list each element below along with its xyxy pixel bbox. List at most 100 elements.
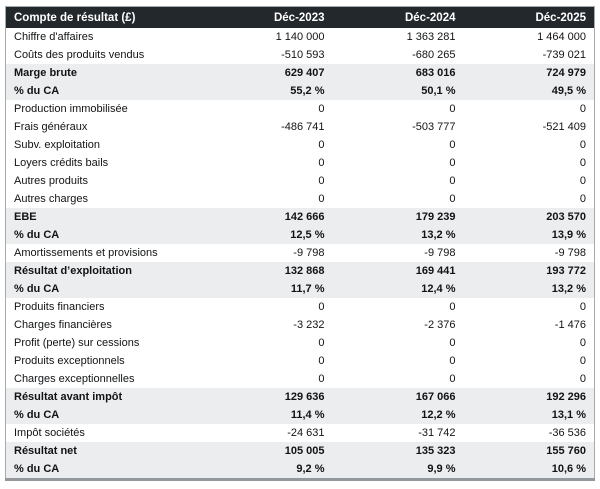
row-label: % du CA [5, 460, 202, 480]
table-title: Compte de résultat (£) [5, 6, 202, 28]
column-header-dec-2025: Déc-2025 [463, 6, 595, 28]
table-row: Subv. exploitation 0 0 0 [5, 136, 595, 154]
header-row: Compte de résultat (£) Déc-2023 Déc-2024… [5, 6, 595, 28]
cell-value: 1 464 000 [463, 28, 595, 46]
row-label: % du CA [5, 406, 202, 424]
cell-value: -503 777 [332, 118, 464, 136]
cell-value: 142 666 [201, 208, 333, 226]
row-label: Résultat net [5, 442, 202, 460]
row-label: Produits financiers [5, 298, 202, 316]
cell-value: 12,2 % [332, 406, 464, 424]
cell-value: 11,7 % [201, 280, 333, 298]
cell-value: 0 [463, 190, 595, 208]
cell-value: 13,2 % [332, 226, 464, 244]
cell-value: -9 798 [463, 244, 595, 262]
row-label: Chiffre d'affaires [5, 28, 202, 46]
cell-value: 129 636 [201, 388, 333, 406]
table-row: Autres produits 0 0 0 [5, 172, 595, 190]
cell-value: -739 021 [463, 46, 595, 64]
cell-value: 169 441 [332, 262, 464, 280]
cell-value: -2 376 [332, 316, 464, 334]
row-label: % du CA [5, 280, 202, 298]
row-label: Produits exceptionnels [5, 352, 202, 370]
cell-value: 155 760 [463, 442, 595, 460]
cell-value: 0 [332, 154, 464, 172]
table-row: Charges exceptionnelles 0 0 0 [5, 370, 595, 388]
cell-value: -510 593 [201, 46, 333, 64]
cell-value: -1 476 [463, 316, 595, 334]
cell-value: 629 407 [201, 64, 333, 82]
cell-value: 0 [332, 172, 464, 190]
cell-value: -31 742 [332, 424, 464, 442]
cell-value: 50,1 % [332, 82, 464, 100]
cell-value: 0 [463, 154, 595, 172]
table-row: Produits financiers 0 0 0 [5, 298, 595, 316]
table-row: Marge brute 629 407 683 016 724 979 [5, 64, 595, 82]
cell-value: 0 [201, 100, 333, 118]
cell-value: 193 772 [463, 262, 595, 280]
cell-value: 1 140 000 [201, 28, 333, 46]
row-label: Coûts des produits vendus [5, 46, 202, 64]
row-label: % du CA [5, 226, 202, 244]
table-row: Charges financières -3 232 -2 376 -1 476 [5, 316, 595, 334]
row-label: Marge brute [5, 64, 202, 82]
row-label: Production immobilisée [5, 100, 202, 118]
cell-value: 13,2 % [463, 280, 595, 298]
cell-value: 0 [463, 352, 595, 370]
cell-value: -680 265 [332, 46, 464, 64]
row-label: Autres charges [5, 190, 202, 208]
column-header-dec-2023: Déc-2023 [201, 6, 333, 28]
cell-value: 724 979 [463, 64, 595, 82]
row-label: Loyers crédits bails [5, 154, 202, 172]
row-label: EBE [5, 208, 202, 226]
row-label: Profit (perte) sur cessions [5, 334, 202, 352]
cell-value: -9 798 [332, 244, 464, 262]
table-row: Production immobilisée 0 0 0 [5, 100, 595, 118]
table-row: Résultat avant impôt 129 636 167 066 192… [5, 388, 595, 406]
cell-value: 132 868 [201, 262, 333, 280]
row-label: Charges financières [5, 316, 202, 334]
cell-value: 55,2 % [201, 82, 333, 100]
cell-value: 0 [332, 352, 464, 370]
cell-value: 0 [332, 370, 464, 388]
table-row: Loyers crédits bails 0 0 0 [5, 154, 595, 172]
cell-value: 10,6 % [463, 460, 595, 480]
cell-value: 0 [201, 352, 333, 370]
cell-value: 135 323 [332, 442, 464, 460]
table-row: Autres charges 0 0 0 [5, 190, 595, 208]
cell-value: -3 232 [201, 316, 333, 334]
cell-value: 683 016 [332, 64, 464, 82]
table-row: Coûts des produits vendus -510 593 -680 … [5, 46, 595, 64]
cell-value: 105 005 [201, 442, 333, 460]
cell-value: 203 570 [463, 208, 595, 226]
cell-value: -486 741 [201, 118, 333, 136]
row-label: Charges exceptionnelles [5, 370, 202, 388]
row-label: % du CA [5, 82, 202, 100]
table-row: Chiffre d'affaires 1 140 000 1 363 281 1… [5, 28, 595, 46]
cell-value: 0 [201, 154, 333, 172]
cell-value: 0 [332, 136, 464, 154]
cell-value: 0 [332, 100, 464, 118]
cell-value: 0 [201, 190, 333, 208]
cell-value: 49,5 % [463, 82, 595, 100]
cell-value: 0 [201, 136, 333, 154]
cell-value: 0 [201, 370, 333, 388]
cell-value: 13,1 % [463, 406, 595, 424]
row-label: Frais généraux [5, 118, 202, 136]
cell-value: 167 066 [332, 388, 464, 406]
cell-value: -24 631 [201, 424, 333, 442]
cell-value: 12,5 % [201, 226, 333, 244]
income-statement-table: Compte de résultat (£) Déc-2023 Déc-2024… [5, 6, 595, 481]
cell-value: 0 [201, 334, 333, 352]
cell-value: 0 [463, 370, 595, 388]
cell-value: 0 [332, 298, 464, 316]
row-label: Subv. exploitation [5, 136, 202, 154]
table-row: % du CA 9,2 % 9,9 % 10,6 % [5, 460, 595, 480]
cell-value: 192 296 [463, 388, 595, 406]
table-body: Chiffre d'affaires 1 140 000 1 363 281 1… [5, 28, 595, 480]
table-row: % du CA 55,2 % 50,1 % 49,5 % [5, 82, 595, 100]
cell-value: 0 [463, 100, 595, 118]
cell-value: 0 [201, 298, 333, 316]
cell-value: -36 536 [463, 424, 595, 442]
